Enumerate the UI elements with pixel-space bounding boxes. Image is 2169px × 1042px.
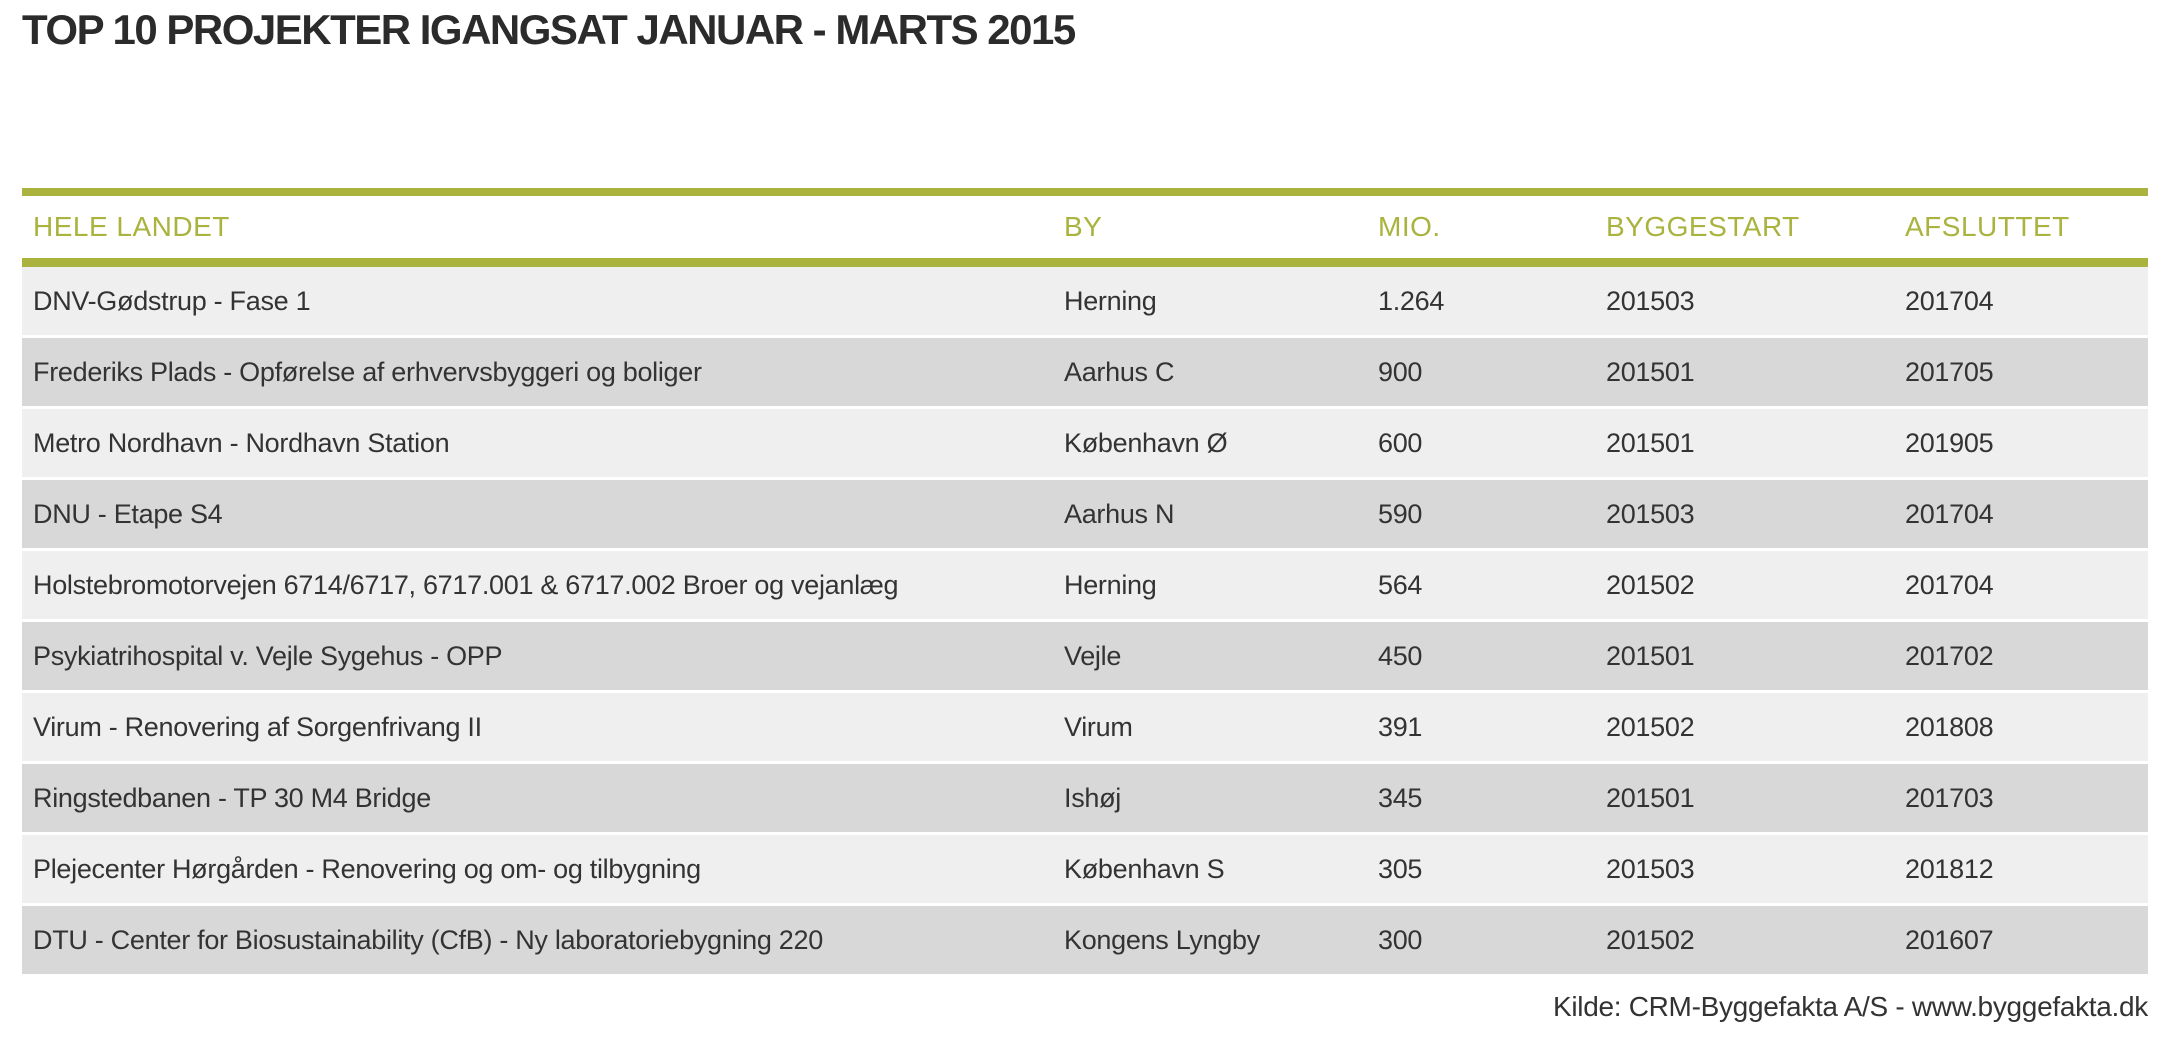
cell-project-name: Plejecenter Hørgården - Renovering og om… (33, 853, 701, 884)
cell-city: København Ø (1064, 427, 1228, 458)
table-row: DTU - Center for Biosustainability (CfB)… (22, 906, 2148, 974)
table-row: Virum - Renovering af Sorgenfrivang II V… (22, 693, 2148, 761)
cell-byggestart: 201502 (1606, 711, 1695, 742)
cell-project-name: Holstebromotorvejen 6714/6717, 6717.001 … (33, 569, 899, 600)
cell-afsluttet: 201704 (1905, 285, 1994, 316)
cell-afsluttet: 201703 (1905, 782, 1994, 813)
cell-byggestart: 201502 (1606, 924, 1695, 955)
cell-afsluttet: 201607 (1905, 924, 1994, 955)
table-row: Frederiks Plads - Opførelse af erhvervsb… (22, 338, 2148, 406)
cell-city: Herning (1064, 285, 1157, 316)
cell-afsluttet: 201812 (1905, 853, 1994, 884)
cell-mio: 345 (1378, 782, 1423, 813)
page-title: TOP 10 PROJEKTER IGANGSAT JANUAR - MARTS… (22, 6, 1076, 53)
table-row: Plejecenter Hørgården - Renovering og om… (22, 835, 2148, 903)
column-header-hele-landet: HELE LANDET (33, 211, 230, 242)
table-body: DNV-Gødstrup - Fase 1 Herning 1.264 2015… (22, 267, 2148, 974)
cell-afsluttet: 201705 (1905, 356, 1994, 387)
cell-city: Vejle (1064, 640, 1122, 671)
cell-afsluttet: 201808 (1905, 711, 1994, 742)
cell-mio: 305 (1378, 853, 1423, 884)
cell-byggestart: 201503 (1606, 285, 1695, 316)
cell-city: Aarhus N (1064, 498, 1175, 529)
cell-city: Kongens Lyngby (1064, 924, 1260, 955)
cell-afsluttet: 201702 (1905, 640, 1994, 671)
cell-project-name: Ringstedbanen - TP 30 M4 Bridge (33, 782, 431, 813)
cell-byggestart: 201501 (1606, 640, 1695, 671)
cell-mio: 900 (1378, 356, 1423, 387)
cell-city: Aarhus C (1064, 356, 1175, 387)
column-header-by: BY (1064, 211, 1103, 242)
column-header-afsluttet: AFSLUTTET (1905, 211, 2070, 242)
cell-mio: 1.264 (1378, 285, 1445, 316)
table-row: DNV-Gødstrup - Fase 1 Herning 1.264 2015… (22, 267, 2148, 335)
table-row: Holstebromotorvejen 6714/6717, 6717.001 … (22, 551, 2148, 619)
cell-mio: 564 (1378, 569, 1423, 600)
cell-project-name: Psykiatrihospital v. Vejle Sygehus - OPP (33, 640, 503, 671)
cell-city: Ishøj (1064, 782, 1122, 813)
cell-project-name: DNV-Gødstrup - Fase 1 (33, 285, 311, 316)
cell-byggestart: 201501 (1606, 782, 1695, 813)
cell-mio: 300 (1378, 924, 1423, 955)
cell-project-name: Virum - Renovering af Sorgenfrivang II (33, 711, 482, 742)
table-row: Psykiatrihospital v. Vejle Sygehus - OPP… (22, 622, 2148, 690)
cell-byggestart: 201501 (1606, 427, 1695, 458)
cell-city: Virum (1064, 711, 1133, 742)
cell-byggestart: 201502 (1606, 569, 1695, 600)
cell-city: København S (1064, 853, 1225, 884)
cell-afsluttet: 201704 (1905, 569, 1994, 600)
cell-project-name: Metro Nordhavn - Nordhavn Station (33, 427, 450, 458)
cell-mio: 590 (1378, 498, 1423, 529)
column-header-mio: MIO. (1378, 211, 1441, 242)
table-row: DNU - Etape S4 Aarhus N 590 201503 20170… (22, 480, 2148, 548)
cell-mio: 450 (1378, 640, 1423, 671)
source-note: Kilde: CRM-Byggefakta A/S - www.byggefak… (1553, 991, 2148, 1022)
cell-mio: 600 (1378, 427, 1423, 458)
table-row: Ringstedbanen - TP 30 M4 Bridge Ishøj 34… (22, 764, 2148, 832)
table-top-border (22, 188, 2148, 196)
cell-mio: 391 (1378, 711, 1423, 742)
cell-project-name: DTU - Center for Biosustainability (CfB)… (33, 924, 823, 955)
table-row: Metro Nordhavn - Nordhavn Station Københ… (22, 409, 2148, 477)
cell-city: Herning (1064, 569, 1157, 600)
table-header-row: HELE LANDET BY MIO. BYGGESTART AFSLUTTET (22, 196, 2148, 258)
projects-table: HELE LANDET BY MIO. BYGGESTART AFSLUTTET… (22, 188, 2148, 974)
column-header-byggestart: BYGGESTART (1606, 211, 1800, 242)
cell-project-name: Frederiks Plads - Opførelse af erhvervsb… (33, 356, 702, 387)
table-header-underline (22, 258, 2148, 267)
cell-byggestart: 201501 (1606, 356, 1695, 387)
cell-afsluttet: 201905 (1905, 427, 1994, 458)
cell-byggestart: 201503 (1606, 498, 1695, 529)
cell-byggestart: 201503 (1606, 853, 1695, 884)
cell-project-name: DNU - Etape S4 (33, 498, 223, 529)
cell-afsluttet: 201704 (1905, 498, 1994, 529)
